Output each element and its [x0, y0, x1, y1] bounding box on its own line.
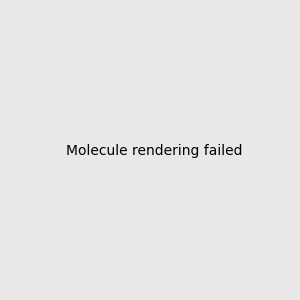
- Text: Molecule rendering failed: Molecule rendering failed: [65, 145, 242, 158]
